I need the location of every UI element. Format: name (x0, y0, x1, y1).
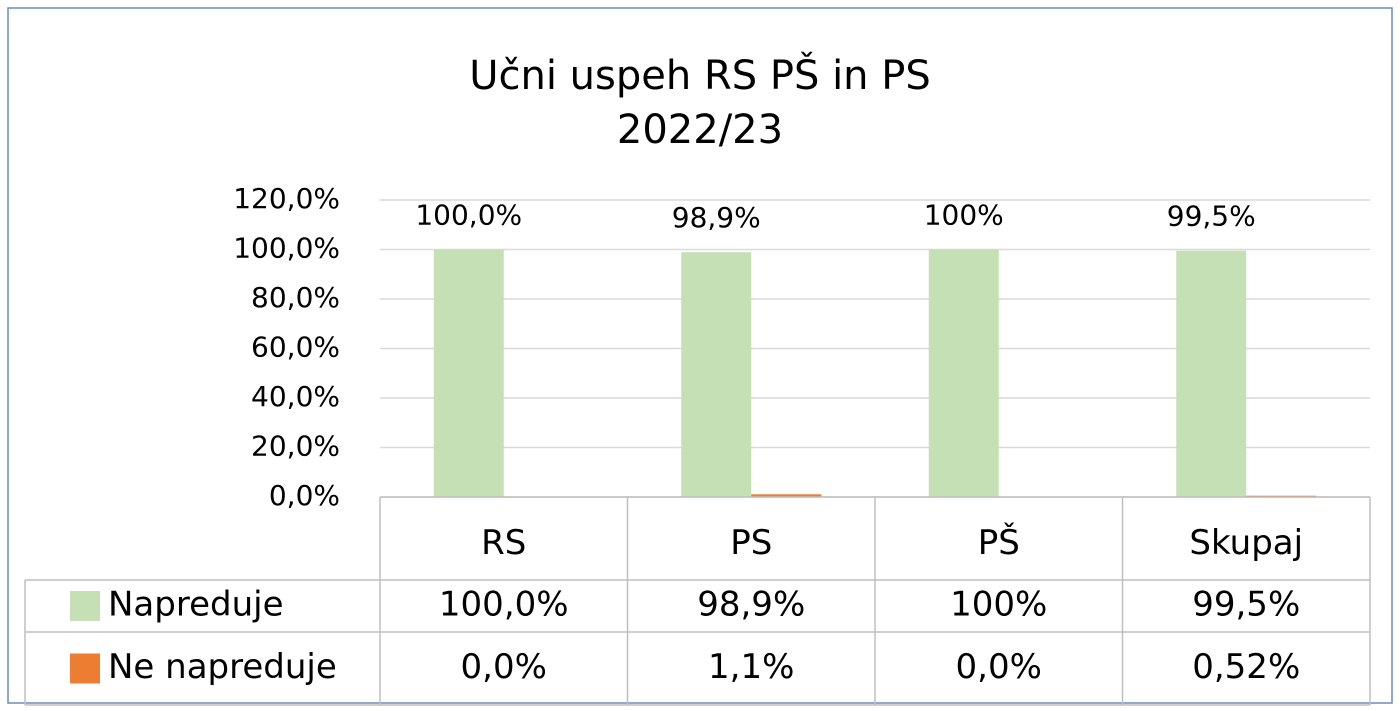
data-label: 98,9% (672, 201, 761, 234)
data-label: 99,5% (1167, 200, 1256, 233)
x-tick-label: Skupaj (1189, 523, 1303, 563)
legend-label: Napreduje (108, 585, 284, 625)
chart-subtitle: 2022/23 (617, 107, 783, 153)
legend-swatch (70, 653, 100, 684)
y-tick-label: 0,0% (269, 479, 340, 512)
y-tick-label: 20,0% (251, 430, 340, 463)
y-tick-label: 40,0% (251, 380, 340, 413)
table-cell: 100% (950, 585, 1047, 625)
y-tick-label: 100,0% (233, 232, 340, 265)
bar (751, 494, 822, 497)
table-cell: 98,9% (697, 585, 805, 625)
x-tick-label: RS (481, 523, 526, 563)
table-cell: 0,0% (956, 647, 1042, 687)
y-tick-label: 120,0% (233, 182, 340, 215)
x-tick-label: PŠ (978, 522, 1020, 563)
x-tick-label: PS (730, 523, 772, 563)
table-cell: 0,0% (461, 647, 547, 687)
table-cell: 100,0% (439, 585, 569, 625)
bar (433, 249, 504, 497)
table-cell: 1,1% (708, 647, 794, 687)
chart-title: Učni uspeh RS PŠ in PS (469, 51, 931, 99)
table-cell: 0,52% (1192, 647, 1300, 687)
legend-swatch (70, 591, 100, 621)
table-cell: 99,5% (1192, 585, 1300, 625)
data-label: 100,0% (415, 199, 522, 232)
legend-label: Ne napreduje (108, 647, 337, 687)
y-tick-label: 80,0% (251, 281, 340, 314)
bar (1176, 250, 1247, 497)
bar (928, 249, 999, 497)
y-tick-label: 60,0% (251, 331, 340, 364)
bar (681, 252, 752, 497)
data-label: 100% (924, 199, 1004, 232)
